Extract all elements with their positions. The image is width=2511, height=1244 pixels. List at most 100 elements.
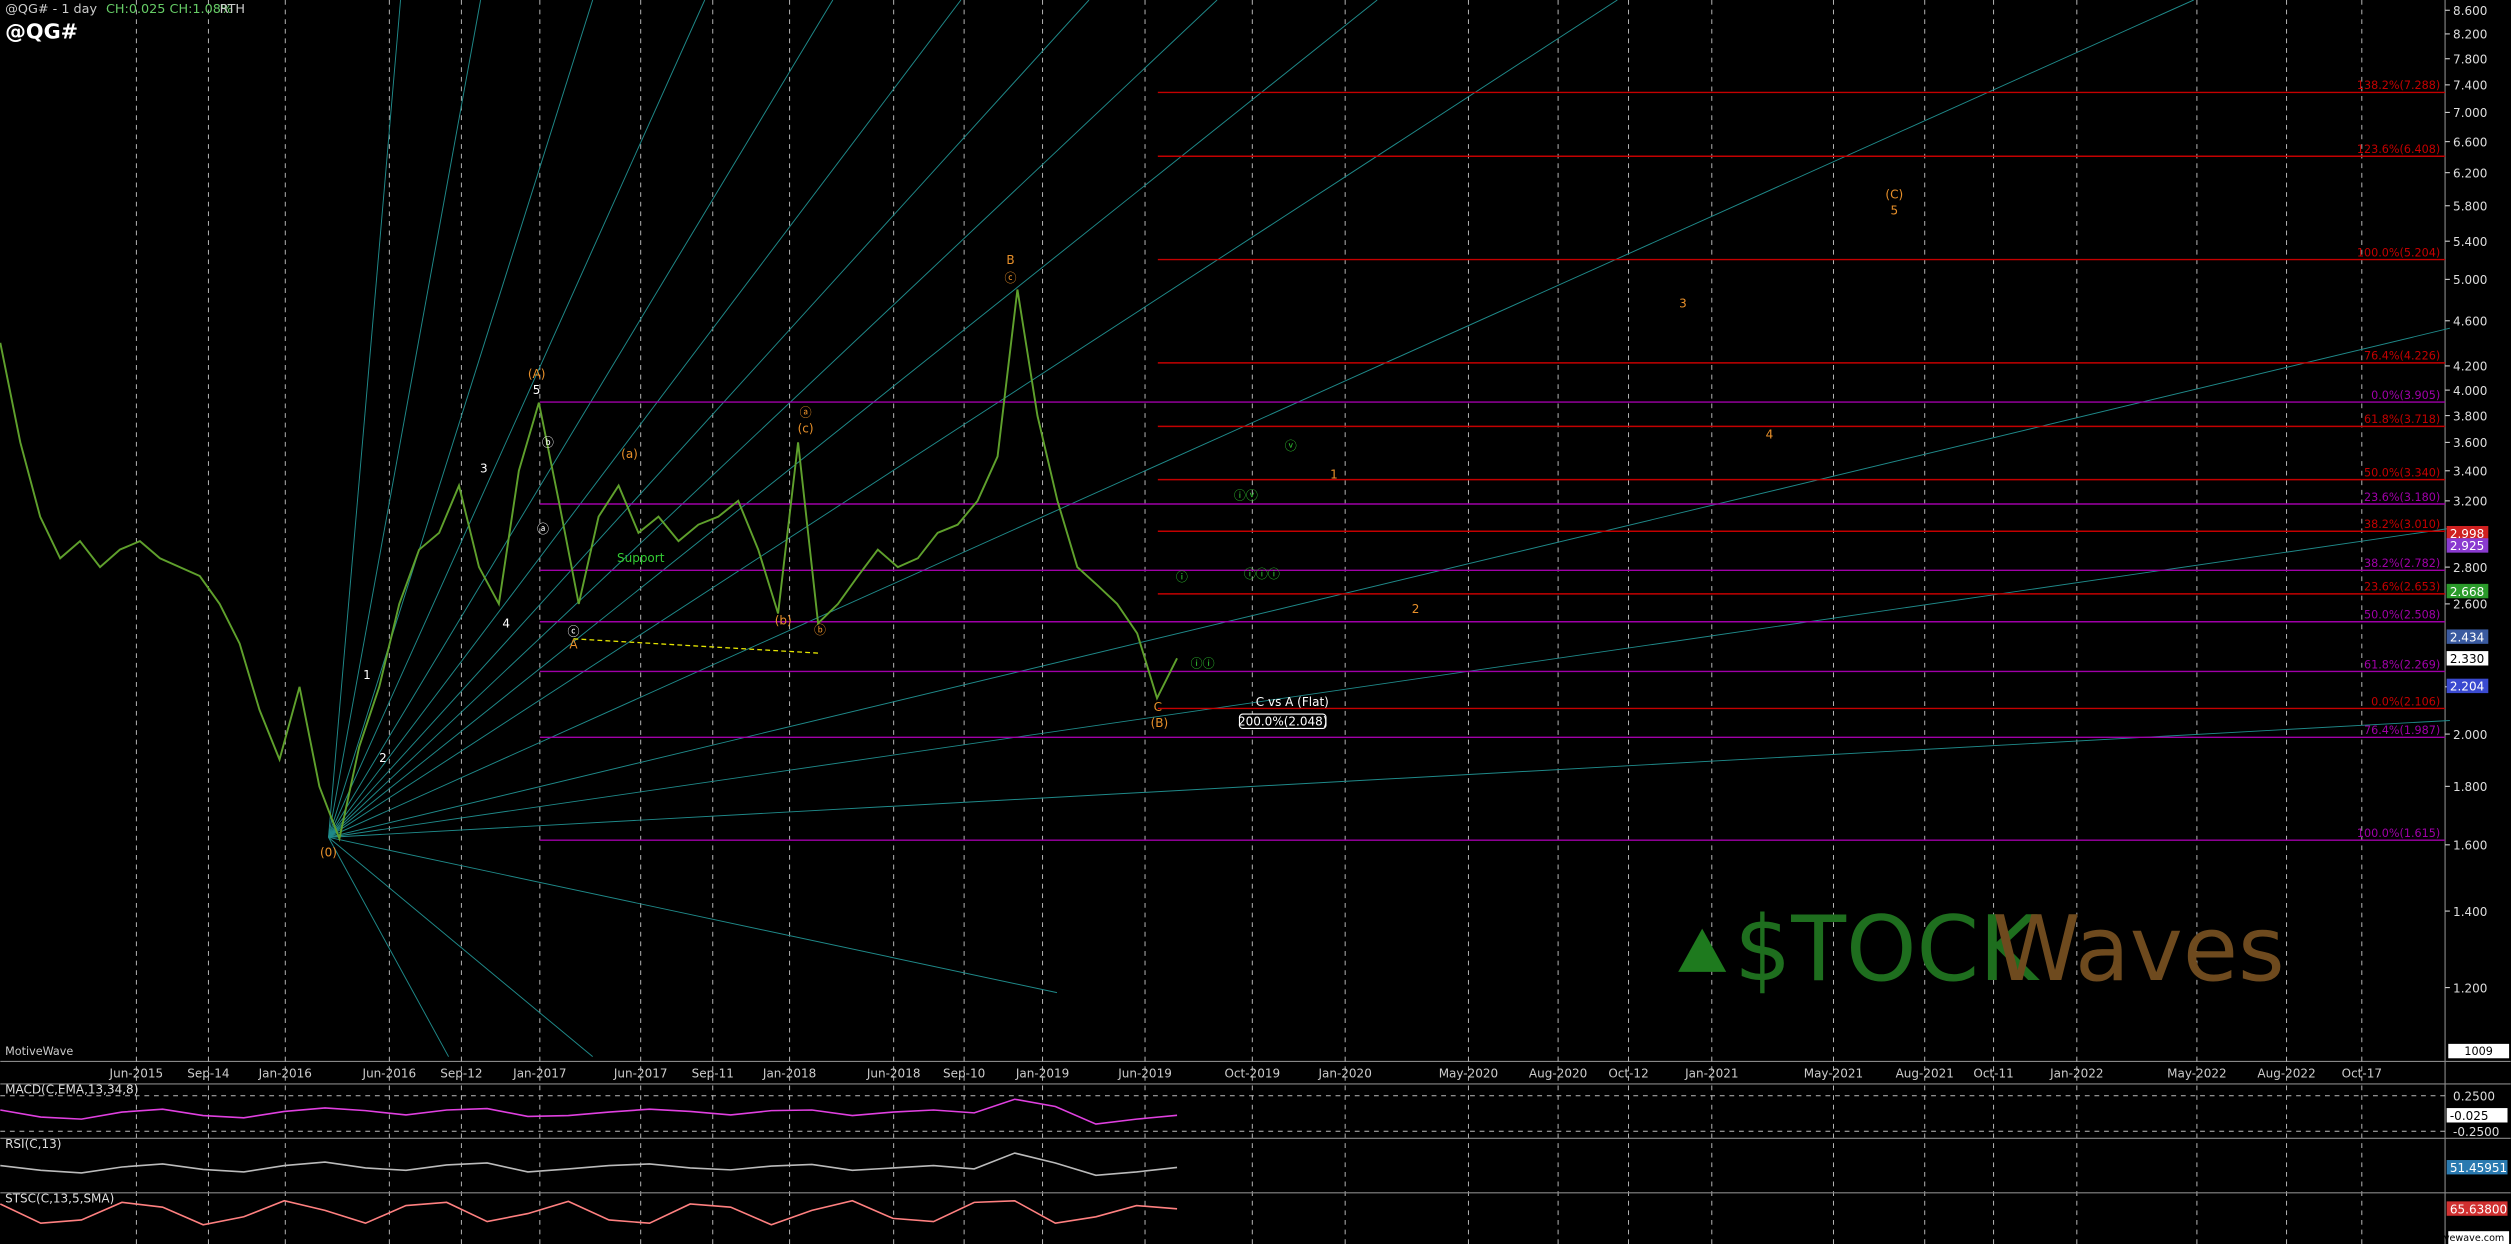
annotation: (B) bbox=[1151, 716, 1169, 730]
price-marker bbox=[2446, 651, 2489, 666]
annotation: ⓥ bbox=[1285, 439, 1297, 453]
x-tick-label: May-2021 bbox=[1804, 1066, 1863, 1080]
indicator-name: MACD(C,EMA,13,34,8) bbox=[5, 1083, 138, 1097]
logo-left: $TOCK bbox=[1734, 898, 2040, 1002]
y-tick-label: 3.400 bbox=[2453, 465, 2487, 479]
x-tick-label: Oct-17 bbox=[2342, 1066, 2382, 1080]
fib-label: 50.0%(3.340) bbox=[2364, 466, 2440, 479]
study-label: MotiveWave bbox=[5, 1045, 73, 1058]
y-tick-label: 3.200 bbox=[2453, 495, 2487, 509]
volume-box bbox=[2448, 1043, 2510, 1059]
price-marker bbox=[2446, 538, 2489, 553]
annotation: 200.0%(2.048) bbox=[1238, 714, 1327, 728]
annotation: 2 bbox=[1412, 602, 1420, 616]
volume-label: 1009 bbox=[2464, 1045, 2492, 1058]
indicator-marker bbox=[2446, 1201, 2508, 1216]
y-tick-label: 4.200 bbox=[2453, 360, 2487, 374]
fib-label: 138.2%(7.288) bbox=[2357, 79, 2440, 92]
indicator-marker bbox=[2446, 1108, 2508, 1123]
fan-line bbox=[328, 836, 1058, 994]
x-tick-label: Jan-2017 bbox=[512, 1066, 566, 1080]
indicator-name: RSI(C,13) bbox=[5, 1137, 61, 1151]
x-tick-label: Jan-2020 bbox=[1317, 1066, 1371, 1080]
fib-label: 23.6%(3.180) bbox=[2364, 491, 2440, 504]
annotation: ⓘ bbox=[1176, 570, 1188, 584]
y-tick-label: 8.600 bbox=[2453, 4, 2487, 18]
symbol-line: @QG# - 1 day bbox=[5, 2, 97, 17]
annotation: ⓑ bbox=[542, 436, 554, 450]
annotation: 5 bbox=[533, 383, 541, 397]
y-tick-label: 3.600 bbox=[2453, 436, 2487, 450]
fib-label: 23.6%(2.653) bbox=[2364, 581, 2440, 594]
y-tick-label: 1.400 bbox=[2453, 905, 2487, 919]
indicator-line bbox=[0, 1152, 1178, 1177]
x-tick-label: Jan-2016 bbox=[258, 1066, 312, 1080]
x-tick-label: Jan-2018 bbox=[762, 1066, 816, 1080]
x-tick-label: Oct-12 bbox=[1608, 1066, 1648, 1080]
annotation: (c) bbox=[798, 421, 814, 435]
y-tick-label: 5.800 bbox=[2453, 200, 2487, 214]
annotation: C bbox=[1154, 700, 1162, 714]
annotation: ⓘⓘⓘ bbox=[1244, 567, 1280, 581]
price-marker-label: 2.998 bbox=[2450, 527, 2484, 541]
fan-line bbox=[328, 0, 1378, 838]
y-tick-label: 4.000 bbox=[2453, 384, 2487, 398]
y-tick-label: 6.600 bbox=[2453, 135, 2487, 149]
annotation: (b) bbox=[775, 613, 792, 627]
fib-label: 0.0%(2.106) bbox=[2371, 695, 2440, 708]
fib-label: 0.0%(3.905) bbox=[2371, 389, 2440, 402]
price-marker bbox=[2446, 526, 2489, 541]
y-tick-label: 7.400 bbox=[2453, 79, 2487, 93]
price-marker bbox=[2446, 583, 2489, 599]
y-tick-label: 5.000 bbox=[2453, 273, 2487, 287]
y-tick-label: 5.400 bbox=[2453, 235, 2487, 249]
fib-label: 38.2%(2.782) bbox=[2364, 557, 2440, 570]
annotation: 1 bbox=[1330, 468, 1338, 482]
annotation: (a) bbox=[621, 447, 638, 461]
indicator-line bbox=[0, 1098, 1178, 1125]
y-tick-label: 7.800 bbox=[2453, 53, 2487, 67]
annotation: (C) bbox=[1885, 188, 1903, 202]
x-tick-label: May-2020 bbox=[1439, 1066, 1498, 1080]
y-tick-label: 7.000 bbox=[2453, 106, 2487, 120]
x-tick-label: Jun-2017 bbox=[613, 1066, 668, 1080]
annotation: 3 bbox=[480, 461, 488, 475]
fib-label: 50.0%(2.508) bbox=[2364, 609, 2440, 622]
annotation: (A) bbox=[528, 367, 546, 381]
indicator-line bbox=[0, 1199, 1178, 1226]
y-tick-label: 2.600 bbox=[2453, 598, 2487, 612]
x-tick-label: Aug-2022 bbox=[2257, 1066, 2315, 1080]
logo-right: Waves bbox=[1992, 898, 2285, 1002]
x-tick-label: Jun-2016 bbox=[362, 1066, 417, 1080]
x-tick-label: Jun-2019 bbox=[1117, 1066, 1172, 1080]
indicator-name: STSC(C,13,5,SMA) bbox=[5, 1191, 114, 1205]
y-tick-label: 2.000 bbox=[2453, 728, 2487, 742]
fib-label: 123.6%(6.408) bbox=[2357, 143, 2440, 156]
x-tick-label: Jun-2018 bbox=[866, 1066, 921, 1080]
indicator-tick-label: 0.2500 bbox=[2453, 1090, 2495, 1104]
x-tick-label: Oct-11 bbox=[1973, 1066, 2013, 1080]
annotation: ⓒ bbox=[1005, 271, 1017, 285]
price-marker-label: 2.204 bbox=[2450, 680, 2484, 694]
y-tick-label: 8.200 bbox=[2453, 28, 2487, 42]
fan-line bbox=[328, 837, 450, 1057]
footer-box bbox=[2448, 1231, 2510, 1244]
indicator-marker-label: -0.025 bbox=[2450, 1109, 2489, 1123]
annotation: Support bbox=[617, 551, 665, 565]
x-tick-label: Sep-12 bbox=[440, 1066, 482, 1080]
fib-label: 61.8%(3.718) bbox=[2364, 413, 2440, 426]
y-tick-label: 2.800 bbox=[2453, 561, 2487, 575]
indicator-tick-label: -0.2500 bbox=[2453, 1125, 2499, 1139]
change: CH:0.025 CH:1.08% bbox=[106, 2, 233, 17]
session: RTH bbox=[220, 2, 245, 17]
annotation: ⓑ bbox=[814, 623, 826, 637]
annotation: A bbox=[569, 637, 578, 651]
annotation: ⓐ bbox=[537, 522, 549, 536]
fib-label: 38.2%(3.010) bbox=[2364, 518, 2440, 531]
price-marker-label: 2.668 bbox=[2450, 585, 2484, 599]
fib-label: 76.4%(1.987) bbox=[2364, 724, 2440, 737]
indicator-marker-label: 65.63800 bbox=[2450, 1202, 2507, 1216]
